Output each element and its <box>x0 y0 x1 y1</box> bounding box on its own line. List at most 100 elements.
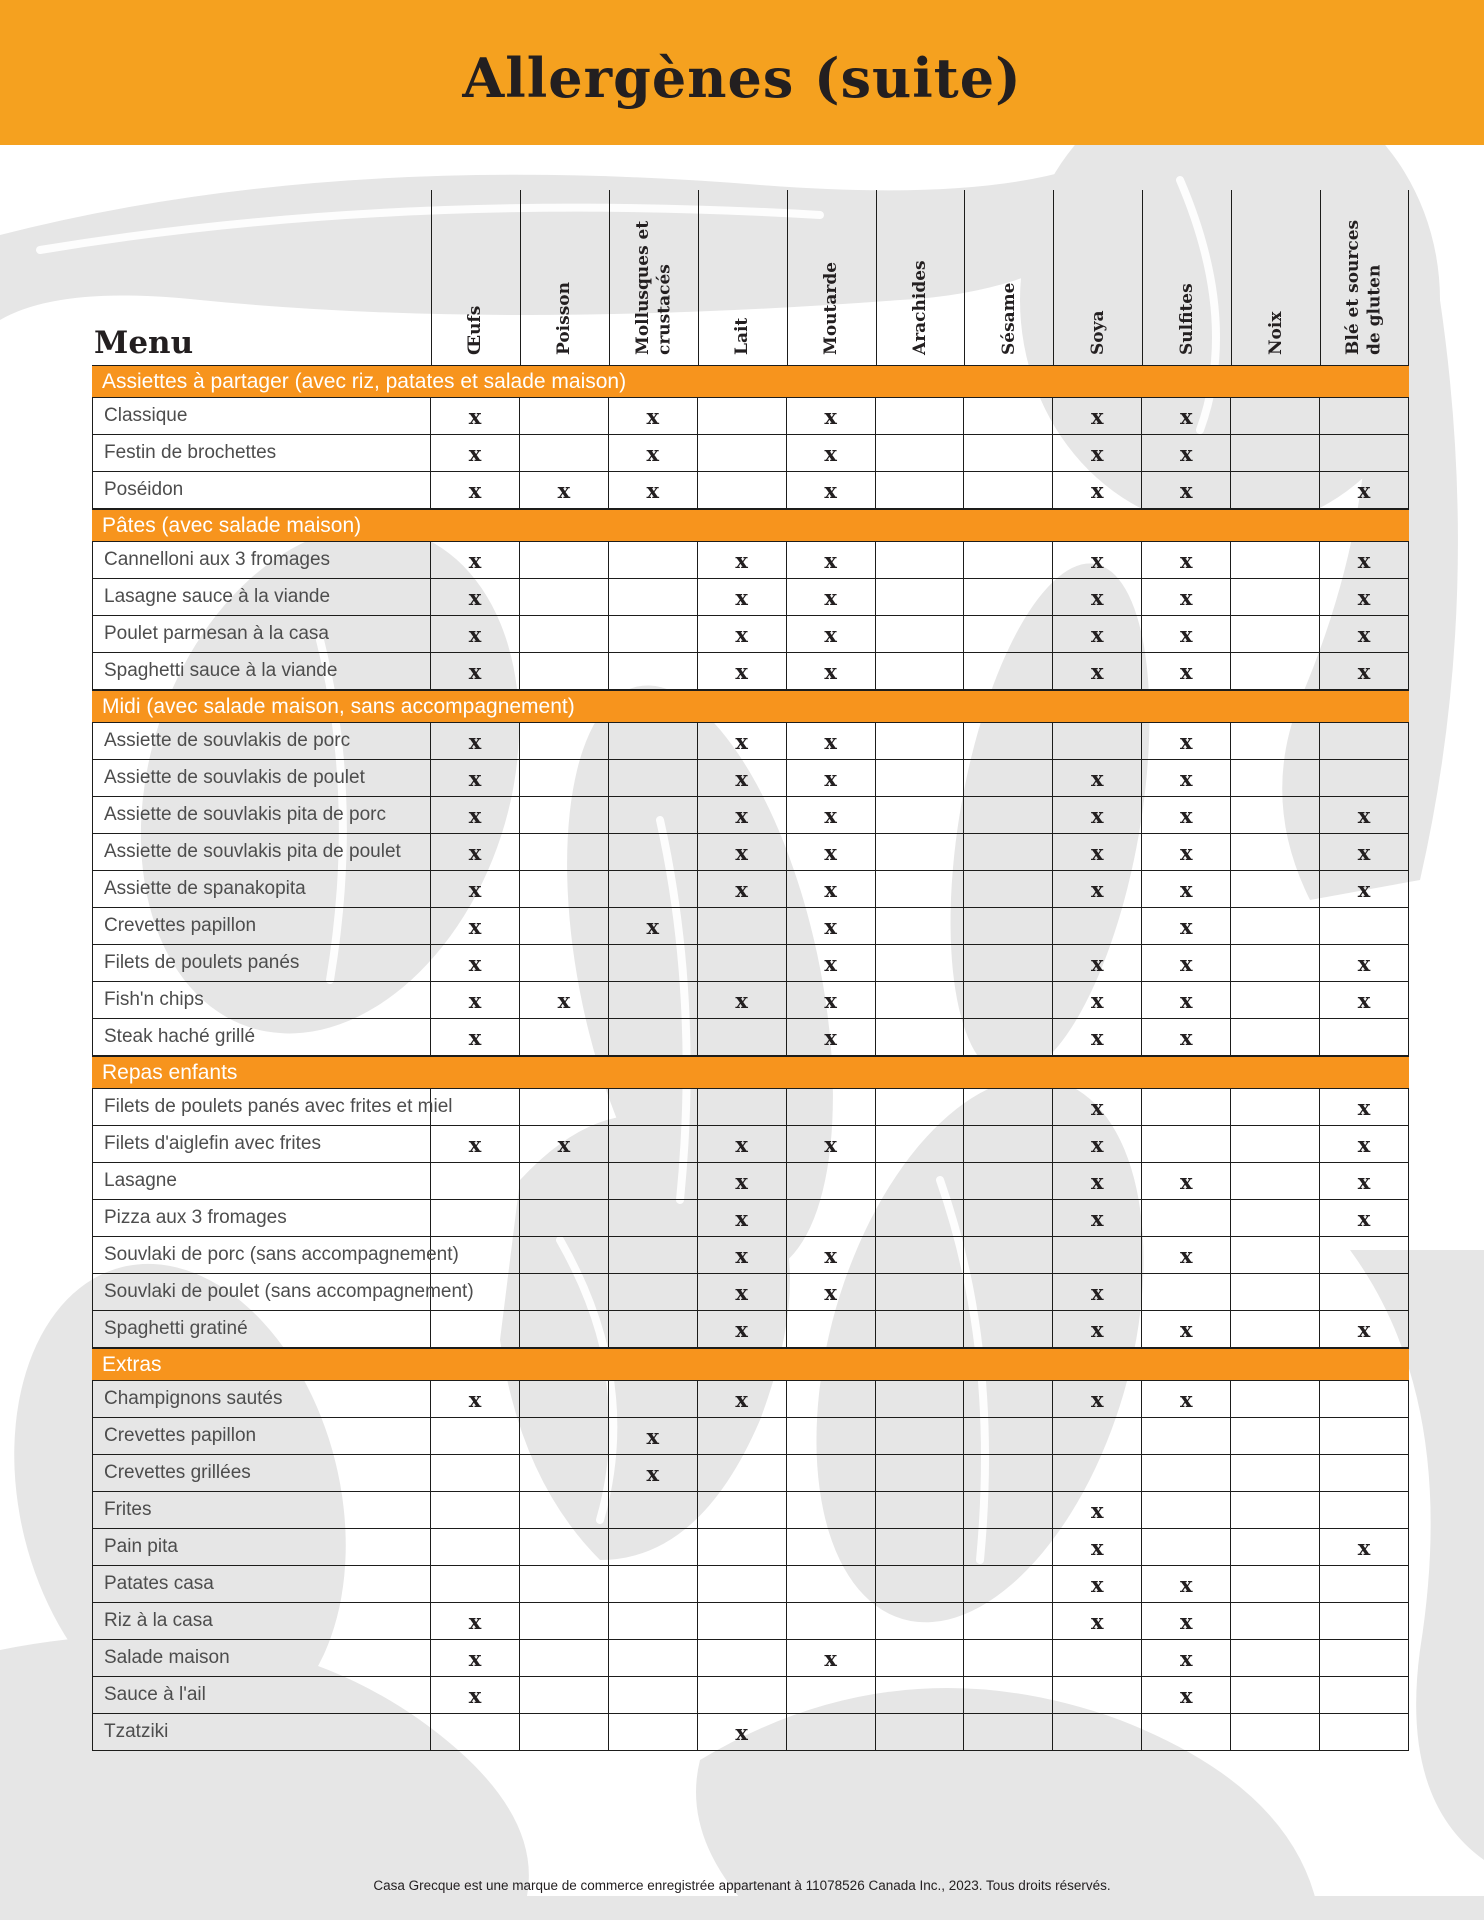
allergen-mark: x <box>735 1168 748 1194</box>
column-header-label: Noix <box>1265 311 1286 355</box>
column-header-cell: Mollusques et crustacés <box>608 190 698 365</box>
allergen-cell: x <box>1053 1274 1143 1311</box>
table-row: Festin de brochettes x x x x x <box>92 435 1409 472</box>
table-row: Assiette de souvlakis de porc x x x x <box>92 723 1409 760</box>
allergen-mark: x <box>1357 950 1371 976</box>
allergen-cell <box>519 653 609 690</box>
column-header-cell: Œufs <box>431 190 520 365</box>
allergen-cell <box>1231 1163 1321 1200</box>
allergen-mark: x <box>468 1386 482 1412</box>
allergen-cell: x <box>786 435 876 472</box>
allergen-cell: x <box>1142 797 1232 834</box>
allergen-cell <box>608 542 698 579</box>
allergen-cell <box>964 1714 1054 1751</box>
allergen-mark: x <box>824 802 837 828</box>
allergen-cell <box>608 1019 698 1056</box>
allergen-cell <box>1142 1455 1232 1492</box>
allergen-cell <box>964 1163 1054 1200</box>
column-header-label: Sulfites <box>1176 283 1197 355</box>
allergen-cell <box>608 1163 698 1200</box>
allergen-cell <box>875 908 965 945</box>
allergen-cell: x <box>1053 616 1143 653</box>
table-row: Assiette de souvlakis pita de poulet x x x… <box>92 834 1409 871</box>
allergen-mark: x <box>824 839 837 865</box>
allergen-mark: x <box>824 913 837 939</box>
allergen-mark: x <box>1357 584 1371 610</box>
allergen-cell <box>964 653 1054 690</box>
allergen-cell: x <box>1320 616 1409 653</box>
table-row: Spaghetti gratiné x x x x <box>92 1311 1409 1348</box>
section-band: Repas enfants <box>92 1056 1409 1089</box>
allergen-cell <box>875 1492 965 1529</box>
row-label-cell: Poulet parmesan à la casa <box>92 616 431 653</box>
allergen-cell: x <box>786 398 876 435</box>
allergen-cell <box>1053 723 1143 760</box>
row-label-cell: Poséidon <box>92 472 431 509</box>
allergen-cell <box>519 1418 609 1455</box>
table-row: Frites x <box>92 1492 1409 1529</box>
allergen-mark: x <box>468 728 482 754</box>
allergen-cell <box>431 1163 520 1200</box>
table-row: Crevettes papillon x x x x <box>92 908 1409 945</box>
allergen-cell <box>875 723 965 760</box>
allergen-cell <box>1231 908 1321 945</box>
allergen-cell <box>519 1311 609 1348</box>
allergen-mark: x <box>1091 1094 1104 1120</box>
allergen-cell: x <box>786 542 876 579</box>
allergen-mark: x <box>1179 913 1193 939</box>
allergen-mark: x <box>1179 802 1193 828</box>
allergen-cell <box>519 945 609 982</box>
allergen-cell <box>519 398 609 435</box>
allergen-cell <box>697 472 787 509</box>
allergen-cell <box>1231 1455 1321 1492</box>
allergen-cell <box>1231 1603 1321 1640</box>
allergen-cell <box>964 1529 1054 1566</box>
allergen-cell <box>519 760 609 797</box>
allergen-mark: x <box>1091 1386 1104 1412</box>
allergen-mark: x <box>824 765 837 791</box>
allergen-cell <box>875 1714 965 1751</box>
allergen-cell <box>1320 908 1409 945</box>
allergen-cell <box>786 1418 876 1455</box>
allergen-cell: x <box>697 616 787 653</box>
allergen-cell: x <box>1142 472 1232 509</box>
allergen-mark: x <box>824 477 837 503</box>
column-header-label: Sésame <box>998 282 1019 355</box>
allergen-mark: x <box>468 839 482 865</box>
allergen-cell: x <box>1053 1603 1143 1640</box>
allergen-cell: x <box>431 1381 520 1418</box>
allergen-cell <box>1053 1237 1143 1274</box>
column-header-label: Arachides <box>909 260 930 355</box>
allergen-mark: x <box>735 1205 748 1231</box>
allergen-cell <box>608 1274 698 1311</box>
allergen-mark: x <box>824 1279 837 1305</box>
allergen-mark: x <box>824 547 837 573</box>
allergen-cell <box>1231 579 1321 616</box>
allergen-cell <box>1320 1566 1409 1603</box>
allergen-cell: x <box>697 542 787 579</box>
table-row: Poséidon x x x x x x x <box>92 472 1409 509</box>
menu-header-cell: Menu <box>92 190 431 365</box>
allergen-cell <box>608 1714 698 1751</box>
allergen-cell: x <box>1142 760 1232 797</box>
header-row: Menu Œufs Poisson Mollusques et crustacé… <box>92 190 1409 365</box>
allergen-cell: x <box>1142 1677 1232 1714</box>
row-label-cell: Lasagne <box>92 1163 431 1200</box>
table-row: Crevettes grillées x <box>92 1455 1409 1492</box>
allergen-cell: x <box>697 1274 787 1311</box>
allergen-mark: x <box>646 403 660 429</box>
allergen-cell <box>519 1237 609 1274</box>
allergen-mark: x <box>1091 1534 1104 1560</box>
allergen-cell <box>608 1237 698 1274</box>
allergen-cell <box>1320 1381 1409 1418</box>
allergen-cell: x <box>1053 760 1143 797</box>
allergen-cell <box>519 1019 609 1056</box>
allergen-cell <box>1231 1381 1321 1418</box>
allergen-cell: x <box>1142 398 1232 435</box>
allergen-cell <box>1231 1089 1321 1126</box>
allergen-cell <box>431 1529 520 1566</box>
allergen-cell <box>964 1492 1054 1529</box>
allergen-cell: x <box>1320 797 1409 834</box>
allergen-cell <box>1142 1089 1232 1126</box>
allergen-cell <box>964 1603 1054 1640</box>
